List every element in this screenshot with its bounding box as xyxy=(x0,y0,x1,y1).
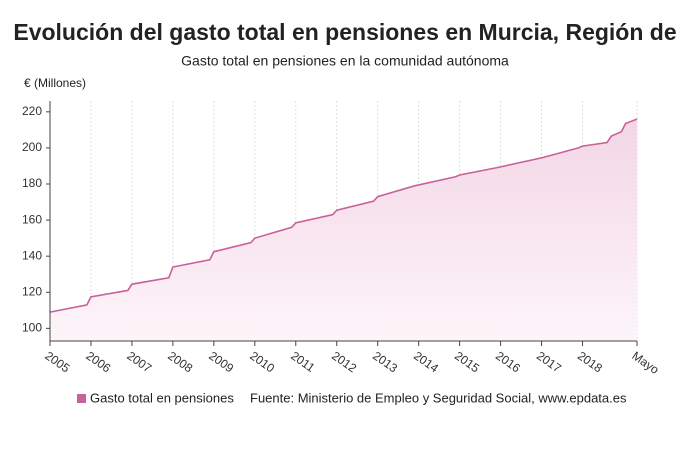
area xyxy=(50,119,637,342)
x-tick-label: 2016 xyxy=(493,349,523,376)
x-tick-label: 2017 xyxy=(534,349,564,376)
y-tick-label: 100 xyxy=(22,321,42,335)
y-tick-label: 200 xyxy=(22,140,42,154)
y-tick-label: 140 xyxy=(22,248,42,262)
x-tick-label: 2010 xyxy=(247,349,277,376)
x-tick-label: 2009 xyxy=(206,349,236,376)
x-tick-label: 2005 xyxy=(42,349,72,376)
x-tick-label: 2006 xyxy=(83,349,113,376)
chart-title: Evolución del gasto total en pensiones e… xyxy=(13,19,676,45)
chart-subtitle: Gasto total en pensiones en la comunidad… xyxy=(181,53,509,69)
x-tick-label: 2012 xyxy=(329,349,359,376)
y-axis-label: € (Millones) xyxy=(24,76,86,90)
legend-swatch xyxy=(77,394,86,403)
legend-label: Gasto total en pensiones xyxy=(90,390,234,405)
y-tick-label: 120 xyxy=(22,284,42,298)
line xyxy=(49,118,638,313)
y-tick-label: 220 xyxy=(22,104,42,118)
x-tick-label: 2014 xyxy=(411,349,441,376)
y-tick-label: 160 xyxy=(22,212,42,226)
x-tick-label: 2007 xyxy=(124,349,154,376)
x-tick-label: 2013 xyxy=(370,349,400,376)
x-tick-label: 2018 xyxy=(575,349,605,376)
x-tick-label: 2015 xyxy=(452,349,482,376)
x-tick-label: Mayo xyxy=(629,349,661,377)
x-tick-label: 2011 xyxy=(288,349,317,375)
x-tick-label: 2008 xyxy=(165,349,195,376)
source: Fuente: Ministerio de Empleo y Seguridad… xyxy=(250,390,627,405)
y-tick-label: 180 xyxy=(22,176,42,190)
